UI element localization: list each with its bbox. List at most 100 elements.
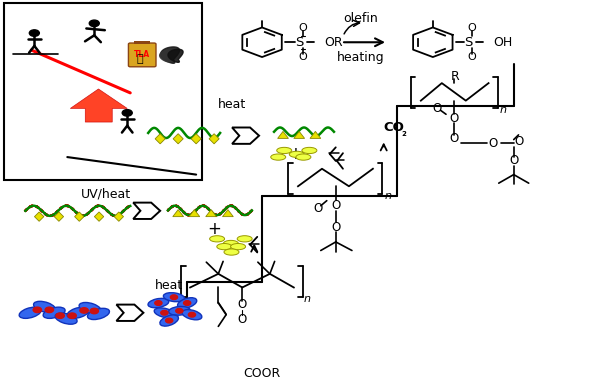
Text: ₂: ₂ [402,127,406,138]
Ellipse shape [182,310,202,320]
Circle shape [90,308,99,314]
Circle shape [68,313,76,318]
Circle shape [29,30,39,36]
Polygon shape [133,203,160,219]
Ellipse shape [277,147,292,154]
Ellipse shape [163,293,185,302]
Bar [4,4,202,180]
Ellipse shape [43,307,65,318]
Text: O: O [488,137,497,150]
Polygon shape [191,134,201,144]
Text: heating: heating [337,51,385,64]
Circle shape [45,307,54,312]
Text: O: O [313,202,323,215]
Polygon shape [155,134,165,144]
Polygon shape [75,212,84,221]
Polygon shape [173,210,184,217]
Text: heat: heat [218,98,246,111]
Ellipse shape [148,298,169,308]
Text: O: O [449,132,459,145]
Text: COOR: COOR [243,367,281,379]
FancyArrowPatch shape [344,20,359,34]
Polygon shape [310,131,321,138]
Polygon shape [114,212,123,221]
Ellipse shape [231,243,246,250]
Polygon shape [189,210,200,217]
Polygon shape [70,89,127,122]
Text: 🔥: 🔥 [165,46,179,70]
Ellipse shape [55,313,77,324]
Polygon shape [223,210,234,217]
Circle shape [176,309,183,313]
Circle shape [188,312,196,317]
Text: R: R [451,70,459,83]
Text: O: O [238,298,247,312]
Ellipse shape [154,308,175,318]
Text: O: O [299,52,307,62]
Text: S: S [464,36,473,49]
Text: OR: OR [324,36,343,49]
Circle shape [80,308,88,313]
Ellipse shape [19,307,41,318]
Ellipse shape [87,309,110,319]
Polygon shape [116,305,143,321]
Polygon shape [34,212,44,221]
Ellipse shape [296,154,311,160]
Circle shape [122,110,132,116]
Ellipse shape [209,236,225,242]
Circle shape [33,307,42,312]
Text: TLA: TLA [134,50,150,59]
Text: O: O [514,135,523,148]
Circle shape [89,20,99,27]
Ellipse shape [67,307,89,318]
Circle shape [166,318,173,323]
Circle shape [155,301,162,305]
Ellipse shape [79,303,101,314]
Text: O: O [331,199,340,212]
Ellipse shape [217,243,232,250]
Polygon shape [294,131,305,138]
Ellipse shape [169,307,190,315]
Text: O: O [467,23,476,33]
Polygon shape [278,131,288,138]
Ellipse shape [178,298,197,309]
Text: heat: heat [155,279,183,292]
Polygon shape [95,212,104,221]
Ellipse shape [160,315,178,326]
Ellipse shape [302,147,317,154]
Ellipse shape [271,154,286,160]
Text: n: n [384,191,391,201]
Text: O: O [467,52,476,62]
Ellipse shape [237,236,252,242]
Ellipse shape [223,240,238,247]
Circle shape [56,313,64,318]
Polygon shape [161,47,179,63]
Polygon shape [206,210,217,217]
Text: O: O [299,23,307,33]
Text: O: O [331,221,340,234]
Polygon shape [209,134,219,144]
Text: O: O [449,112,459,125]
Ellipse shape [224,249,239,255]
Text: 🔥: 🔥 [137,54,143,64]
Bar [134,41,150,44]
Ellipse shape [34,301,55,312]
Circle shape [161,310,168,315]
Text: UV/heat: UV/heat [81,187,131,201]
FancyBboxPatch shape [128,43,156,67]
Polygon shape [232,127,259,144]
Polygon shape [160,51,173,62]
Text: O: O [238,313,247,326]
Ellipse shape [290,151,304,158]
Text: n: n [304,294,311,304]
Text: CO: CO [383,122,405,134]
Text: +: + [207,220,221,238]
Polygon shape [168,49,183,62]
Text: O: O [432,102,442,115]
Text: OH: OH [493,36,512,49]
Text: S: S [295,36,303,49]
Circle shape [170,295,178,299]
Text: +: + [288,145,302,163]
Text: n: n [500,105,507,115]
Polygon shape [173,134,183,144]
